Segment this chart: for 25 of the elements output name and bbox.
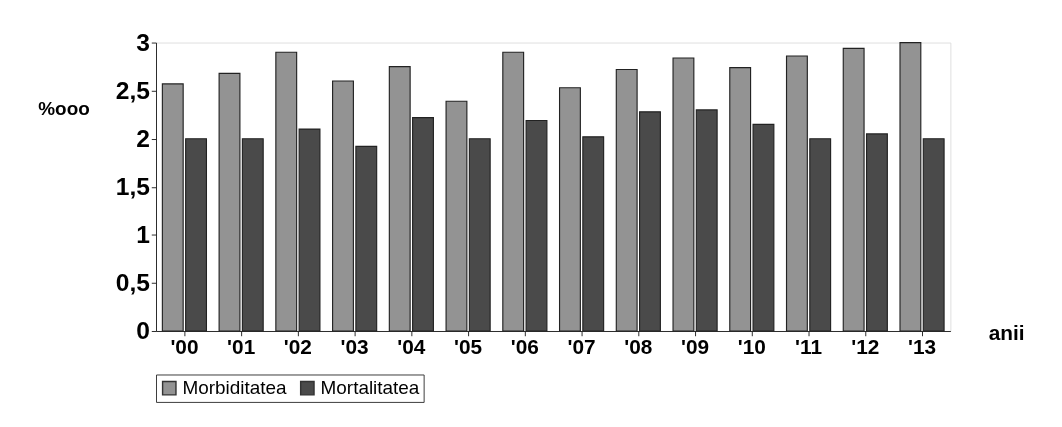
y-tick-label: 0: [136, 317, 150, 345]
legend-label: Mortalitatea: [320, 376, 420, 398]
y-tick-label: 2,5: [115, 76, 150, 104]
x-axis-title: anii: [988, 321, 1025, 344]
legend-label: Morbiditatea: [182, 376, 288, 398]
x-tick-label: '06: [510, 335, 539, 359]
y-tick-label: 2: [136, 124, 150, 152]
x-tick-label: '01: [227, 335, 256, 359]
x-tick-label: '11: [795, 335, 823, 359]
x-tick-label: '02: [283, 335, 312, 359]
y-tick-label: 1,5: [115, 172, 150, 200]
y-tick-label: 1: [136, 220, 150, 248]
x-tick-label: '09: [681, 335, 710, 359]
y-axis-title: %ooo: [38, 97, 90, 119]
x-tick-label: '03: [340, 335, 369, 359]
x-tick-label: '07: [567, 335, 596, 359]
x-tick-label: '00: [170, 335, 199, 359]
x-tick-label: '12: [851, 335, 880, 359]
y-tick-label: 3: [136, 28, 150, 56]
x-tick-label: '08: [624, 335, 653, 359]
x-tick-label: '13: [908, 335, 937, 359]
x-tick-label: '10: [737, 335, 766, 359]
y-tick-label: 0,5: [115, 268, 150, 296]
x-tick-label: '05: [454, 335, 483, 359]
x-tick-label: '04: [397, 335, 426, 359]
